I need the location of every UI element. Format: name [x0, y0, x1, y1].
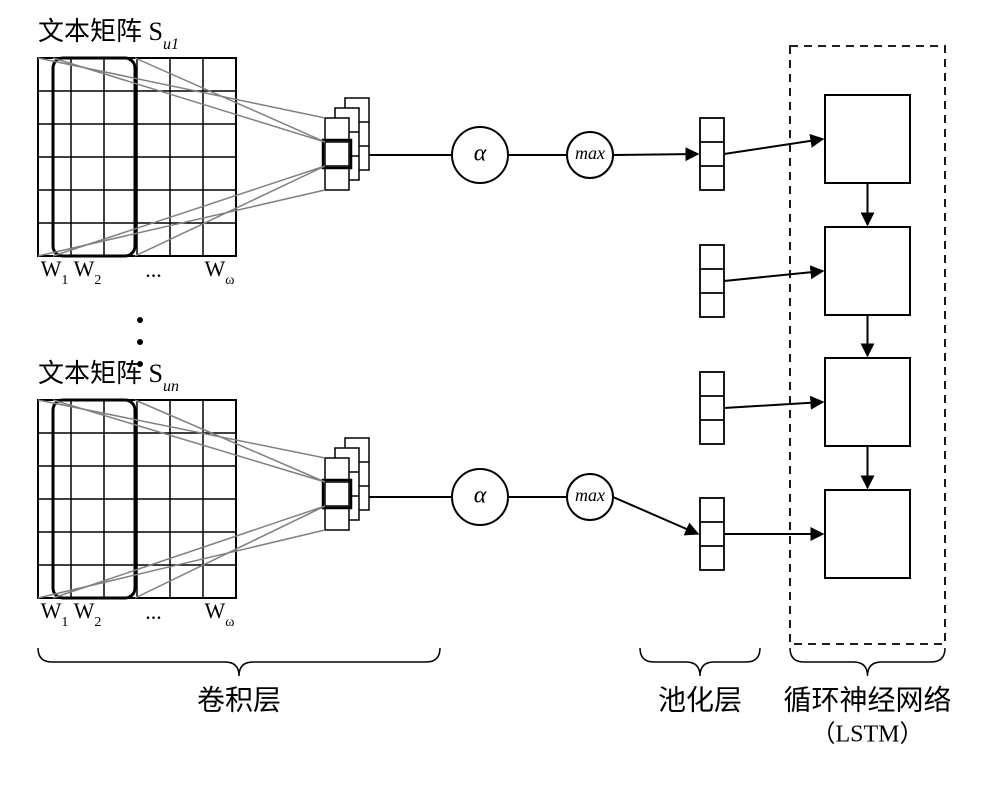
- w-labels-bot: W2: [74, 598, 102, 630]
- label-rnn-sub: （LSTM）: [811, 722, 923, 748]
- vdots: [137, 317, 143, 323]
- w-labels-top: W1: [41, 256, 69, 288]
- w-labels-bot-dots: ...: [145, 599, 162, 624]
- lstm-cell-2: [825, 227, 910, 315]
- w-labels-top: W2: [74, 256, 102, 288]
- w-labels-bot: W1: [41, 598, 69, 630]
- matrix-bot-title: 文本矩阵 Sun: [38, 359, 179, 395]
- lstm-cell-3: [825, 358, 910, 446]
- w-labels-top-last: Wω: [205, 256, 235, 288]
- brace-conv: [38, 648, 440, 676]
- w-labels-bot-last: Wω: [205, 598, 235, 630]
- svg-text:α: α: [474, 483, 487, 509]
- label-pool: 池化层: [658, 684, 742, 716]
- lstm-cell-4: [825, 490, 910, 578]
- lstm-cell-1: [825, 95, 910, 183]
- brace-rnn: [790, 648, 945, 676]
- matrix-top-title: 文本矩阵 Su1: [38, 17, 179, 53]
- vdots: [137, 339, 143, 345]
- vdots: [137, 361, 143, 367]
- svg-text:α: α: [474, 141, 487, 167]
- label-conv: 卷积层: [197, 684, 281, 716]
- svg-text:max: max: [575, 143, 605, 163]
- w-labels-top-dots: ...: [145, 257, 162, 282]
- svg-text:max: max: [575, 485, 605, 505]
- label-rnn: 循环神经网络: [783, 684, 951, 716]
- brace-pool: [640, 648, 760, 676]
